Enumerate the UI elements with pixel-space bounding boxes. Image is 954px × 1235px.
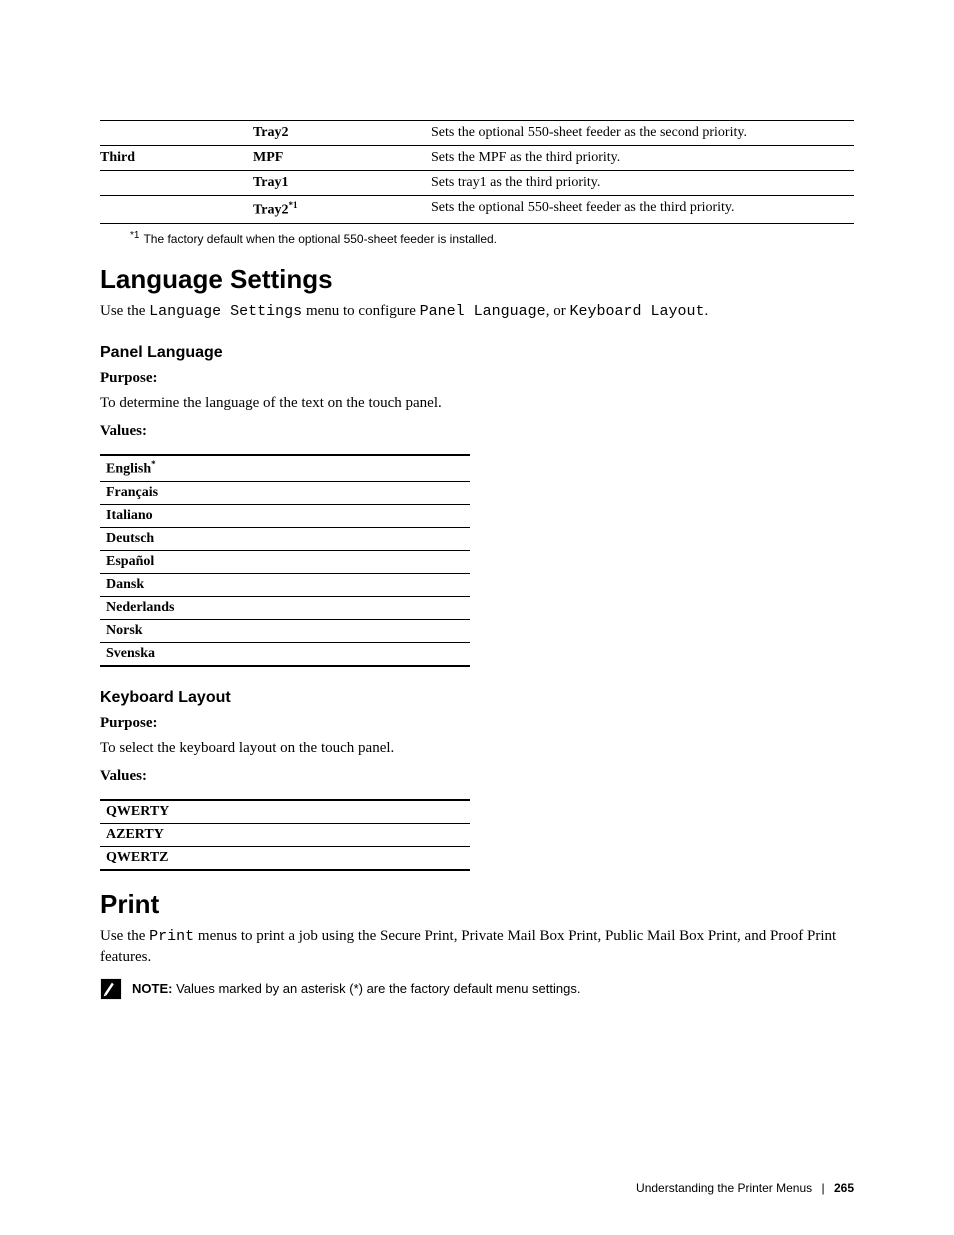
table-row: QWERTY [100, 800, 470, 824]
print-heading: Print [100, 889, 854, 920]
language-value: Italiano [100, 504, 470, 527]
table-row: Français [100, 481, 470, 504]
footnote-mark: *1 [130, 230, 139, 241]
note-body: Values marked by an asterisk (*) are the… [172, 981, 580, 996]
table-row: Tray1Sets tray1 as the third priority. [100, 171, 854, 196]
page-number: 265 [834, 1181, 854, 1195]
panel-language-values-table: English*FrançaisItalianoDeutschEspañolDa… [100, 454, 470, 667]
values-label: Values: [100, 423, 854, 440]
footnote-text: The factory default when the optional 55… [143, 232, 497, 246]
intro-mono-3: Keyboard Layout [569, 303, 704, 320]
description-col: Sets the optional 550-sheet feeder as th… [431, 196, 854, 224]
note-label: NOTE: [132, 981, 172, 996]
option-col: Tray2 [253, 121, 431, 146]
table-row: Norsk [100, 619, 470, 642]
intro-text: menus to print a job using the Secure Pr… [100, 928, 836, 965]
priority-table-footnote: *1 The factory default when the optional … [130, 230, 854, 246]
intro-mono-1: Language Settings [149, 303, 302, 320]
superscript: * [151, 459, 156, 469]
priority-table: Tray2Sets the optional 550-sheet feeder … [100, 120, 854, 224]
table-row: Italiano [100, 504, 470, 527]
keyboard-layout-heading: Keyboard Layout [100, 689, 854, 707]
table-row: Nederlands [100, 596, 470, 619]
language-settings-heading: Language Settings [100, 264, 854, 295]
keyboard-value: QWERTZ [100, 847, 470, 871]
option-col: Tray1 [253, 171, 431, 196]
table-row: Tray2*1Sets the optional 550-sheet feede… [100, 196, 854, 224]
print-intro: Use the Print menus to print a job using… [100, 926, 854, 968]
option-col: MPF [253, 146, 431, 171]
table-row: ThirdMPFSets the MPF as the third priori… [100, 146, 854, 171]
intro-text: . [704, 303, 708, 319]
table-row: AZERTY [100, 824, 470, 847]
language-value: Nederlands [100, 596, 470, 619]
priority-col [100, 121, 253, 146]
language-value: English* [100, 455, 470, 481]
table-row: Español [100, 550, 470, 573]
description-col: Sets the MPF as the third priority. [431, 146, 854, 171]
option-col: Tray2*1 [253, 196, 431, 224]
table-row: QWERTZ [100, 847, 470, 871]
table-row: Deutsch [100, 527, 470, 550]
values-label: Values: [100, 768, 854, 785]
footer-separator: | [822, 1181, 825, 1195]
intro-text: Use the [100, 303, 149, 319]
table-row: Dansk [100, 573, 470, 596]
note-icon [100, 978, 122, 1000]
intro-text: , or [546, 303, 570, 319]
description-col: Sets the optional 550-sheet feeder as th… [431, 121, 854, 146]
intro-mono-1: Print [149, 928, 194, 945]
language-value: Norsk [100, 619, 470, 642]
language-value: Dansk [100, 573, 470, 596]
panel-language-heading: Panel Language [100, 344, 854, 362]
language-settings-intro: Use the Language Settings menu to config… [100, 301, 854, 322]
language-value: Français [100, 481, 470, 504]
keyboard-value: AZERTY [100, 824, 470, 847]
page-footer: Understanding the Printer Menus | 265 [636, 1181, 854, 1195]
intro-mono-2: Panel Language [420, 303, 546, 320]
keyboard-value: QWERTY [100, 800, 470, 824]
table-row: English* [100, 455, 470, 481]
note-text: NOTE: Values marked by an asterisk (*) a… [132, 978, 580, 996]
note: NOTE: Values marked by an asterisk (*) a… [100, 978, 854, 1000]
language-value: Deutsch [100, 527, 470, 550]
description-col: Sets tray1 as the third priority. [431, 171, 854, 196]
table-row: Tray2Sets the optional 550-sheet feeder … [100, 121, 854, 146]
priority-col [100, 196, 253, 224]
panel-language-purpose: To determine the language of the text on… [100, 393, 854, 413]
language-value: Svenska [100, 642, 470, 666]
language-value: Español [100, 550, 470, 573]
purpose-label: Purpose: [100, 715, 854, 732]
intro-text: menu to configure [302, 303, 419, 319]
footer-title: Understanding the Printer Menus [636, 1181, 812, 1195]
keyboard-layout-purpose: To select the keyboard layout on the tou… [100, 738, 854, 758]
superscript: *1 [289, 200, 298, 210]
priority-col [100, 171, 253, 196]
intro-text: Use the [100, 928, 149, 944]
priority-col: Third [100, 146, 253, 171]
purpose-label: Purpose: [100, 370, 854, 387]
table-row: Svenska [100, 642, 470, 666]
page: Tray2Sets the optional 550-sheet feeder … [0, 0, 954, 1235]
keyboard-layout-values-table: QWERTYAZERTYQWERTZ [100, 799, 470, 871]
